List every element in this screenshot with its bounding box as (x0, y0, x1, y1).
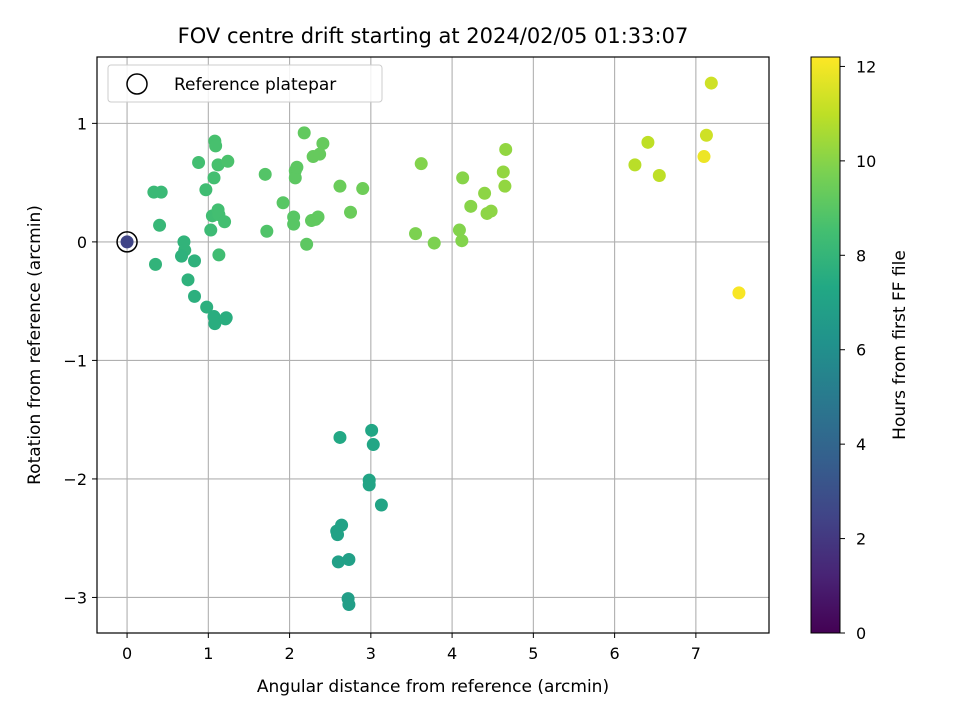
data-point (366, 438, 380, 452)
data-point (288, 171, 302, 185)
data-point (175, 249, 189, 263)
data-point (199, 183, 213, 197)
data-point (188, 289, 202, 303)
x-tick-label: 2 (284, 644, 294, 663)
data-point (290, 160, 304, 174)
data-point (697, 150, 711, 164)
data-point (374, 498, 388, 512)
data-point (181, 273, 195, 287)
plot-frame (96, 56, 770, 634)
x-tick-label: 5 (528, 644, 538, 663)
reference-marker (116, 231, 138, 253)
data-point (300, 237, 314, 251)
data-point (188, 254, 202, 268)
data-point (218, 312, 232, 326)
y-ticks: 1 0 −1 −2 −3 (63, 114, 97, 607)
reference-point (120, 235, 134, 249)
x-tick-label: 7 (691, 644, 701, 663)
data-point (427, 236, 441, 250)
data-point (344, 205, 358, 219)
data-point (297, 126, 311, 140)
colorbar-gradient (810, 56, 841, 634)
data-point (331, 555, 345, 569)
data-point (335, 518, 349, 532)
data-point (211, 158, 225, 172)
data-point (221, 154, 235, 168)
chart-title: FOV centre drift starting at 2024/02/05 … (178, 24, 689, 48)
data-point (200, 300, 214, 314)
x-tick-label: 0 (122, 644, 132, 663)
data-point (276, 196, 290, 210)
data-point (209, 139, 223, 153)
colorbar: 0 2 4 6 8 10 12 Hours from first FF file (810, 56, 910, 643)
data-point (154, 185, 168, 199)
data-point (496, 165, 510, 179)
data-point (484, 204, 498, 218)
data-point (207, 171, 221, 185)
y-tick-label: −2 (63, 470, 87, 489)
legend: Reference platepar (107, 64, 383, 103)
x-axis-label: Angular distance from reference (arcmin) (257, 677, 609, 697)
x-tick-label: 6 (610, 644, 620, 663)
data-point (313, 147, 327, 161)
data-point (212, 248, 226, 262)
colorbar-ticks: 0 2 4 6 8 10 12 (840, 57, 876, 643)
legend-marker (126, 73, 148, 95)
x-tick-label: 3 (366, 644, 376, 663)
data-point (732, 286, 746, 300)
points (116, 76, 746, 612)
data-point (704, 76, 718, 90)
data-point (409, 227, 423, 241)
data-point (356, 182, 370, 196)
data-point (478, 186, 492, 200)
data-point (628, 158, 642, 172)
colorbar-tick-label: 0 (856, 624, 866, 643)
data-point (149, 257, 163, 271)
x-tick-label: 1 (203, 644, 213, 663)
data-point (498, 179, 512, 193)
data-point (333, 179, 347, 193)
data-point (333, 430, 347, 444)
data-point (311, 210, 325, 224)
data-point (204, 223, 218, 237)
x-tick-label: 4 (447, 644, 457, 663)
data-point (456, 171, 470, 185)
y-tick-label: −3 (63, 588, 87, 607)
y-tick-label: −1 (63, 351, 87, 370)
colorbar-tick-label: 8 (856, 246, 866, 265)
data-point (362, 478, 376, 492)
data-point (455, 234, 469, 248)
colorbar-tick-label: 10 (856, 152, 876, 171)
data-point (208, 317, 222, 331)
colorbar-label: Hours from first FF file (890, 250, 910, 440)
y-tick-label: 1 (77, 114, 87, 133)
data-point (414, 157, 428, 171)
colorbar-tick-label: 4 (856, 435, 866, 454)
data-point (316, 137, 330, 151)
data-point (464, 199, 478, 213)
data-point (342, 553, 356, 567)
data-point (365, 423, 379, 437)
data-point (192, 155, 206, 169)
colorbar-tick-label: 12 (856, 57, 876, 76)
data-point (499, 142, 513, 156)
data-point (258, 167, 272, 181)
y-axis-label: Rotation from reference (arcmin) (25, 205, 45, 485)
data-point (342, 598, 356, 612)
data-point (452, 223, 466, 237)
colorbar-tick-label: 2 (856, 530, 866, 549)
data-point (153, 218, 167, 232)
data-point (260, 224, 274, 238)
y-tick-label: 0 (77, 233, 87, 252)
legend-box (107, 64, 383, 103)
data-point (652, 169, 666, 183)
data-point (699, 128, 713, 142)
data-point (287, 217, 301, 231)
colorbar-tick-label: 6 (856, 341, 866, 360)
x-ticks: 0 1 2 3 4 5 6 7 (122, 633, 701, 663)
data-point (218, 215, 232, 229)
legend-label: Reference platepar (174, 75, 336, 95)
data-point (641, 135, 655, 149)
